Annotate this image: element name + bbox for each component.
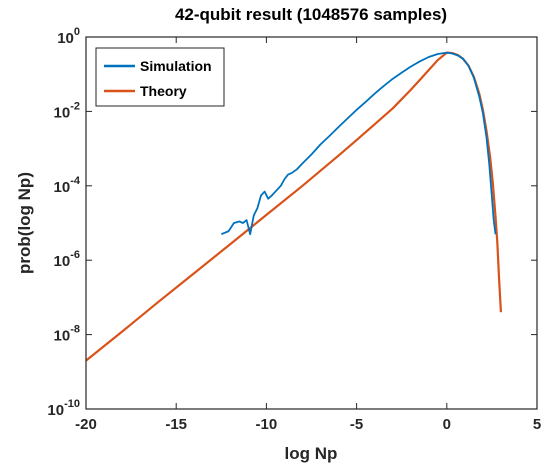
legend-label-simulation: Simulation xyxy=(140,58,212,74)
chart-title: 42-qubit result (1048576 samples) xyxy=(175,5,447,24)
y-axis-label: prob(log Np) xyxy=(15,172,34,274)
y-tick-label: 10-10 xyxy=(47,398,80,419)
x-tick-label: 0 xyxy=(443,416,451,433)
x-tick-label: -20 xyxy=(75,416,97,433)
x-tick-label: 5 xyxy=(533,416,541,433)
y-tick-label: 10-4 xyxy=(54,175,81,196)
legend-label-theory: Theory xyxy=(140,83,187,99)
x-tick-label: -10 xyxy=(256,416,278,433)
x-tick-label: -15 xyxy=(165,416,187,433)
ticks-layer: -20 -15 -10 -5 0 5 100 10-2 10-4 10-6 10-8 10-10 xyxy=(47,26,541,433)
plot-frame xyxy=(85,36,538,410)
y-tick-label: 10-8 xyxy=(54,324,80,345)
x-axis-label: log Np xyxy=(285,444,338,463)
y-tick-label: 10-6 xyxy=(54,249,80,270)
legend-box xyxy=(95,47,225,107)
y-tick-label: 10-2 xyxy=(54,100,80,121)
series-line-simulation xyxy=(220,51,497,236)
legend: Simulation Theory xyxy=(95,47,225,107)
series-line-theory xyxy=(85,51,503,362)
y-tick-label: 100 xyxy=(57,26,80,47)
series-layer xyxy=(85,51,503,362)
x-tick-label: -5 xyxy=(350,416,363,433)
